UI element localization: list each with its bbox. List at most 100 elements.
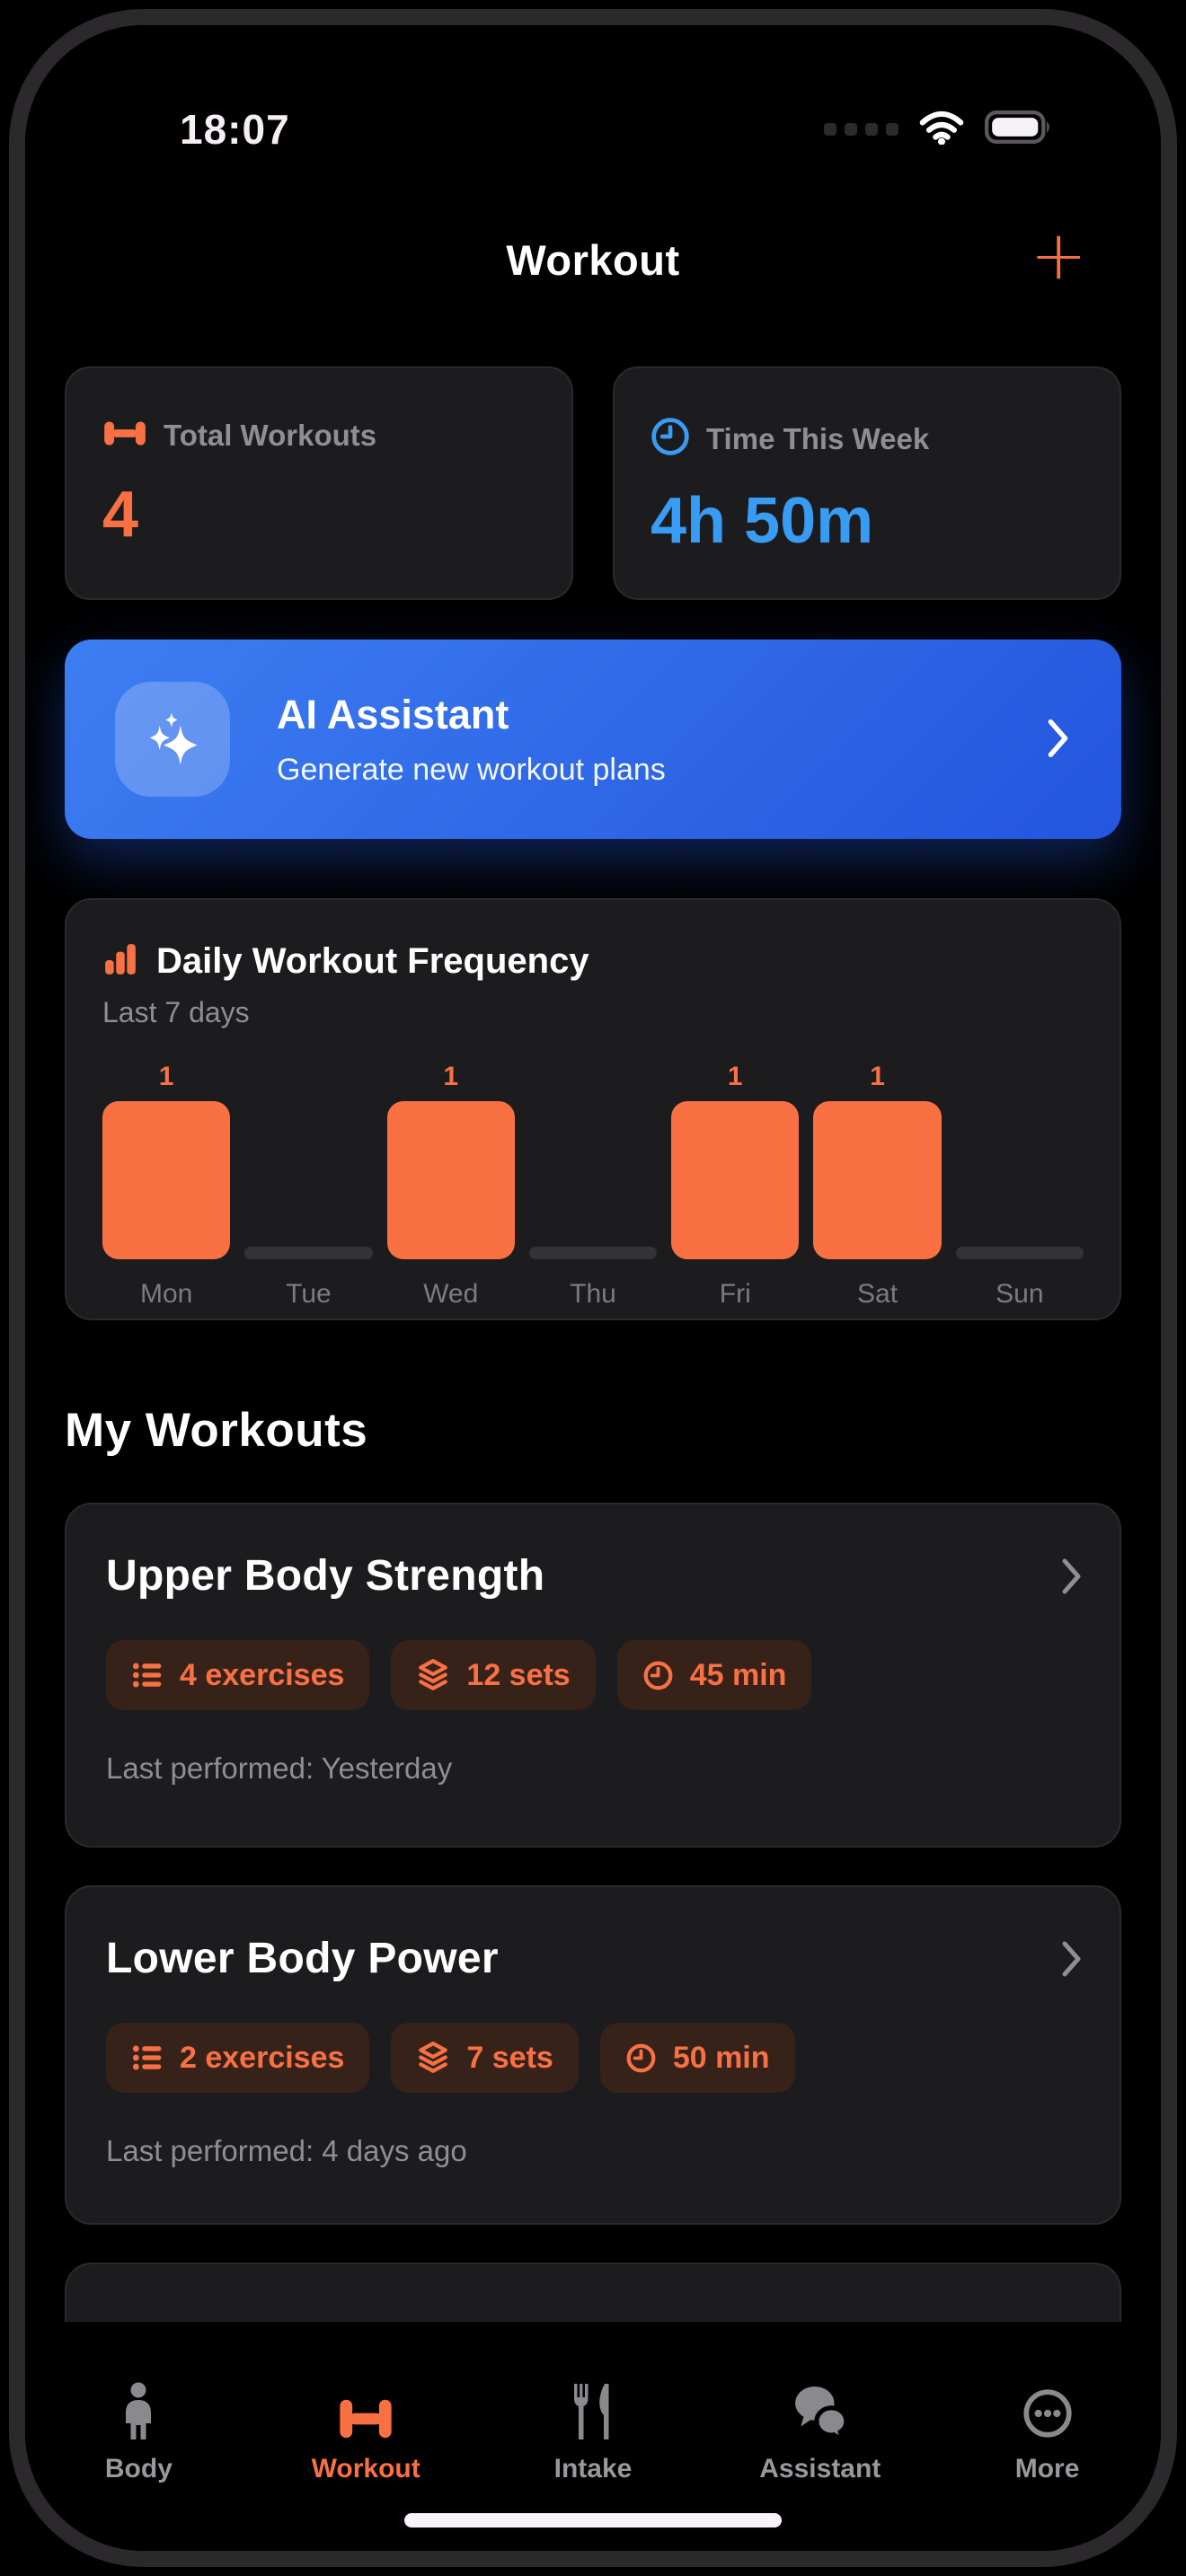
header: Workout + bbox=[25, 221, 1161, 289]
sparkles-icon bbox=[115, 682, 230, 797]
bar-day-label: Thu bbox=[570, 1279, 616, 1309]
bar bbox=[102, 1101, 231, 1259]
chip-label: 12 sets bbox=[466, 1657, 571, 1692]
chip-label: 4 exercises bbox=[180, 1657, 345, 1692]
workout-stats-chips: 2 exercises 7 sets bbox=[106, 2023, 1080, 2093]
bar-value: 1 bbox=[443, 1062, 459, 1091]
exercises-chip: 2 exercises bbox=[106, 2023, 370, 2093]
frequency-bar-chart: 1 1 1 1 bbox=[102, 1060, 1084, 1259]
banner-text: AI Assistant Generate new workout plans bbox=[277, 692, 999, 788]
clock-icon bbox=[651, 417, 690, 461]
bar-day-label: Sat bbox=[857, 1279, 898, 1309]
frequency-subtitle: Last 7 days bbox=[102, 996, 250, 1028]
workout-title: Lower Body Power bbox=[106, 1935, 499, 1982]
list-icon bbox=[132, 2045, 162, 2070]
chart-column: 1 bbox=[386, 1060, 515, 1259]
layers-icon bbox=[419, 1659, 448, 1690]
workout-stats-chips: 4 exercises 12 sets bbox=[106, 1640, 1080, 1710]
tab-label: Body bbox=[104, 2454, 173, 2483]
chip-label: 7 sets bbox=[466, 2040, 553, 2075]
chart-column: 1 bbox=[813, 1060, 942, 1259]
bar-value: 1 bbox=[158, 1062, 174, 1091]
stat-card-time-this-week: Time This Week 4h 50m bbox=[613, 366, 1121, 600]
chip-label: 50 min bbox=[672, 2040, 770, 2075]
daily-frequency-card: Daily Workout Frequency Last 7 days 1 1 … bbox=[65, 898, 1121, 1320]
sets-chip: 7 sets bbox=[391, 2023, 579, 2093]
person-icon bbox=[116, 2382, 161, 2441]
stat-label: Time This Week bbox=[706, 421, 930, 455]
tab-label: Assistant bbox=[759, 2454, 881, 2483]
my-workouts-heading: My Workouts bbox=[65, 1404, 368, 1457]
chart-column bbox=[528, 1060, 658, 1259]
tab-assistant[interactable]: Assistant bbox=[706, 2382, 934, 2484]
bar-day-label: Fri bbox=[719, 1279, 751, 1309]
chevron-right-icon bbox=[1046, 717, 1071, 763]
workout-card-partial[interactable] bbox=[65, 2263, 1121, 2322]
stat-value: 4h 50m bbox=[651, 485, 874, 557]
banner-title: AI Assistant bbox=[277, 691, 509, 737]
workout-card-upper-body-strength[interactable]: Upper Body Strength 4 exercises bbox=[65, 1503, 1121, 1848]
chart-column bbox=[244, 1060, 373, 1259]
dumbbell-icon bbox=[102, 417, 147, 454]
chart-column: 1 bbox=[102, 1060, 231, 1259]
duration-chip: 50 min bbox=[599, 2023, 795, 2093]
dumbbell-icon bbox=[334, 2382, 397, 2441]
frequency-section: Daily Workout Frequency Last 7 days 1 1 … bbox=[25, 898, 1161, 2322]
bar bbox=[671, 1101, 800, 1259]
status-icons bbox=[824, 110, 1051, 149]
bar bbox=[528, 1247, 658, 1259]
tab-label: More bbox=[1014, 2454, 1080, 2483]
tab-label: Intake bbox=[553, 2454, 633, 2483]
bar-day-label: Tue bbox=[286, 1279, 332, 1309]
status-bar: 18:07 bbox=[25, 25, 1161, 154]
last-performed-text: Last performed: 4 days ago bbox=[106, 2134, 467, 2167]
layers-icon bbox=[419, 2042, 448, 2073]
tab-body[interactable]: Body bbox=[25, 2382, 252, 2484]
chart-column bbox=[955, 1060, 1084, 1259]
page-title: Workout bbox=[506, 235, 680, 284]
chart-column: 1 bbox=[671, 1060, 800, 1259]
bar-day-label: Wed bbox=[423, 1279, 479, 1309]
sets-chip: 12 sets bbox=[391, 1640, 596, 1710]
status-time: 18:07 bbox=[180, 106, 290, 153]
stat-card-total-workouts: Total Workouts 4 bbox=[65, 366, 573, 600]
stat-value: 4 bbox=[102, 479, 139, 551]
frequency-title: Daily Workout Frequency bbox=[156, 941, 589, 981]
tab-bar: Body Workout bbox=[25, 2382, 1161, 2484]
banner-subtitle: Generate new workout plans bbox=[277, 752, 666, 787]
chevron-right-icon bbox=[1060, 1557, 1084, 1601]
home-indicator[interactable] bbox=[404, 2513, 782, 2527]
workout-title: Upper Body Strength bbox=[106, 1552, 545, 1600]
chevron-right-icon bbox=[1060, 1939, 1084, 1983]
stat-label: Total Workouts bbox=[164, 419, 377, 452]
add-workout-button[interactable]: + bbox=[1030, 215, 1087, 296]
stats-row: Total Workouts 4 Time This Week 4h 50m bbox=[25, 366, 1161, 600]
clock-icon bbox=[626, 2043, 656, 2072]
ellipsis-circle-icon bbox=[1020, 2382, 1075, 2441]
bar-value: 1 bbox=[870, 1062, 885, 1091]
utensils-icon bbox=[566, 2382, 620, 2441]
tab-more[interactable]: More bbox=[934, 2382, 1161, 2484]
bar-value: 1 bbox=[727, 1062, 743, 1091]
chip-label: 2 exercises bbox=[180, 2040, 345, 2075]
bar bbox=[813, 1101, 942, 1259]
battery-icon bbox=[985, 110, 1051, 148]
cellular-signal-icon bbox=[824, 123, 898, 136]
chip-label: 45 min bbox=[689, 1657, 787, 1692]
bar bbox=[955, 1247, 1084, 1259]
wifi-icon bbox=[918, 110, 965, 149]
list-icon bbox=[132, 1663, 162, 1688]
tab-intake[interactable]: Intake bbox=[480, 2382, 707, 2484]
exercises-chip: 4 exercises bbox=[106, 1640, 370, 1710]
tab-workout[interactable]: Workout bbox=[252, 2382, 480, 2484]
bar-day-label: Sun bbox=[996, 1279, 1044, 1309]
bar-day-label: Mon bbox=[139, 1279, 193, 1309]
ai-assistant-banner[interactable]: AI Assistant Generate new workout plans bbox=[65, 640, 1121, 839]
clock-icon bbox=[643, 1661, 673, 1689]
chart-day-labels: Mon Tue Wed Thu Fri Sat Sun bbox=[102, 1279, 1084, 1310]
app-screen: 18:07 bbox=[25, 25, 1161, 2551]
duration-chip: 45 min bbox=[616, 1640, 812, 1710]
tab-label: Workout bbox=[311, 2454, 420, 2483]
workout-card-lower-body-power[interactable]: Lower Body Power 2 exercises bbox=[65, 1885, 1121, 2225]
phone-frame: 18:07 bbox=[9, 9, 1177, 2567]
